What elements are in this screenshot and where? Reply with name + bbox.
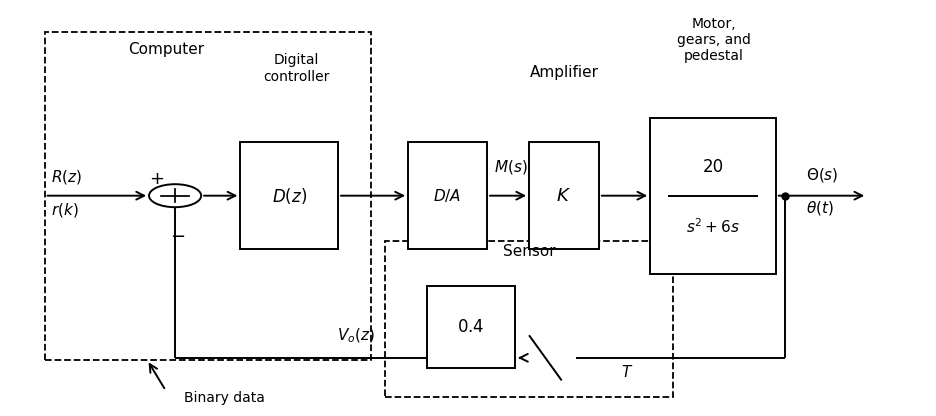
Text: $D(z)$: $D(z)$	[271, 186, 306, 206]
Text: $K$: $K$	[556, 187, 571, 205]
Text: Digital
controller: Digital controller	[263, 53, 329, 84]
Text: $s^2+6s$: $s^2+6s$	[685, 217, 739, 236]
Text: $D/A$: $D/A$	[433, 187, 461, 204]
Bar	[240, 142, 338, 249]
Text: $V_o(z)$: $V_o(z)$	[337, 327, 375, 346]
Text: $M(s)$: $M(s)$	[493, 158, 527, 176]
Text: $\Theta(s)$: $\Theta(s)$	[805, 166, 838, 184]
Bar	[426, 286, 515, 368]
Bar	[650, 118, 775, 274]
Text: Motor,
gears, and
pedestal: Motor, gears, and pedestal	[676, 17, 750, 63]
Text: +: +	[149, 170, 164, 188]
Text: $R(z)$: $R(z)$	[51, 168, 82, 186]
Text: Sensor: Sensor	[503, 244, 555, 259]
Bar	[45, 32, 371, 360]
Text: Binary data: Binary data	[184, 391, 265, 405]
Bar	[407, 142, 487, 249]
Text: Amplifier: Amplifier	[530, 65, 598, 80]
Text: $\theta(t)$: $\theta(t)$	[805, 199, 833, 217]
Bar	[385, 241, 673, 397]
Bar	[529, 142, 598, 249]
Text: $-$: $-$	[170, 225, 185, 244]
Text: 20: 20	[702, 158, 723, 176]
Text: $0.4$: $0.4$	[457, 318, 484, 336]
Text: $T$: $T$	[620, 364, 633, 380]
Text: Computer: Computer	[128, 42, 204, 57]
Text: $r(k)$: $r(k)$	[51, 201, 79, 219]
